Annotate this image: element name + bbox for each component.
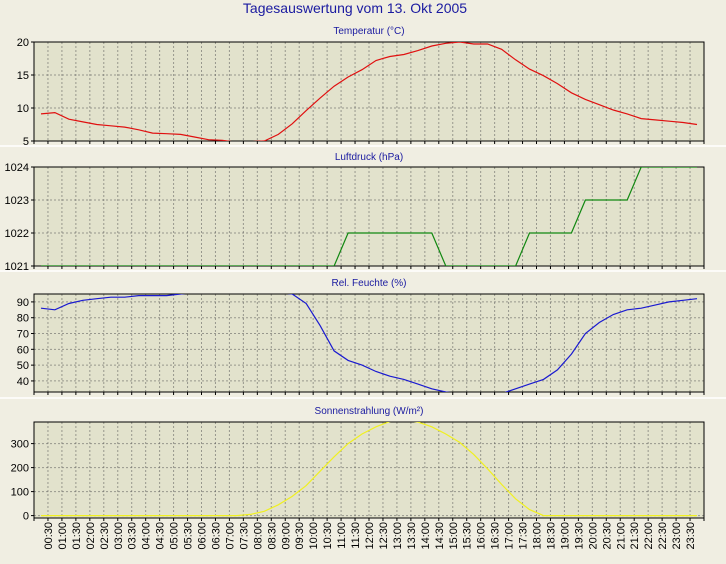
panel-radiation: 0 100 200 300 Sonnenstrahlung (W/m²): [11, 406, 705, 523]
x-tick-label: 05:30: [183, 522, 195, 550]
y-tick-label: 200: [11, 463, 29, 475]
x-tick-label: 09:00: [280, 522, 292, 550]
y-tick-label: 60: [17, 344, 29, 356]
x-tick-label: 07:30: [238, 522, 250, 550]
plot-border-pressure: [33, 166, 705, 267]
x-tick-label: 20:30: [601, 522, 613, 550]
x-tick-label: 09:30: [294, 522, 306, 550]
x-tick-label: 22:30: [657, 522, 669, 550]
y-tick-label: 10: [17, 103, 29, 115]
x-tick-label: 10:30: [322, 522, 334, 550]
series-line-humidity: [40, 294, 698, 392]
y-tick-label: 1024: [5, 162, 29, 174]
series-line-pressure: [41, 167, 697, 266]
y-tick-label: 90: [17, 297, 29, 309]
x-tick-label: 17:00: [504, 522, 516, 550]
plot-border-radiation: [33, 421, 705, 519]
y-tick-label: 20: [17, 37, 29, 49]
x-tick-label: 21:30: [629, 522, 641, 550]
page-title: Tagesauswertung vom 13. Okt 2005: [242, 0, 468, 16]
x-tick-label: 08:00: [252, 522, 264, 550]
x-tick-label: 23:00: [671, 522, 683, 550]
panel-pressure: 1021 1022 1023 1024 Luftdruck (hPa): [0, 152, 726, 273]
x-tick-label: 04:30: [155, 522, 167, 550]
x-tick-label: 21:00: [615, 522, 627, 550]
x-tick-label: 11:00: [336, 522, 348, 549]
x-tick-label: 13:00: [392, 522, 404, 550]
panel-temperature: 5 10 15 20 Temperatur (°C): [0, 26, 726, 148]
x-tick-label: 01:00: [57, 522, 69, 550]
panel-title-radiation: Sonnenstrahlung (W/m²): [315, 406, 424, 417]
x-tick-label: 16:30: [490, 522, 502, 550]
x-tick-label: 01:30: [71, 522, 83, 550]
y-tick-label: 40: [17, 376, 29, 388]
x-tick-label: 18:30: [545, 522, 557, 550]
x-tick-label: 12:30: [378, 522, 390, 550]
y-tick-label: 300: [11, 439, 29, 451]
plot-border-temperature: [33, 41, 705, 142]
x-tick-label: 11:30: [350, 522, 362, 549]
x-tick-label: 06:30: [210, 522, 222, 550]
x-tick-label: 14:00: [420, 522, 432, 550]
y-tick-label: 1021: [5, 261, 29, 273]
x-tick-label: 16:00: [476, 522, 488, 550]
y-tick-label: 1022: [5, 228, 29, 240]
y-tick-label: 15: [17, 70, 29, 82]
y-tick-label: 1023: [5, 195, 29, 207]
y-tick-label: 80: [17, 313, 29, 325]
y-tick-label: 5: [23, 136, 29, 148]
plot-border-humidity: [33, 293, 705, 393]
x-tick-label: 03:30: [127, 522, 139, 550]
x-tick-label: 20:00: [587, 522, 599, 550]
x-tick-label: 22:00: [643, 522, 655, 550]
y-tick-label: 100: [11, 487, 29, 499]
x-tick-label: 15:30: [462, 522, 474, 550]
x-tick-label: 14:30: [434, 522, 446, 550]
panel-title-temperature: Temperatur (°C): [333, 26, 404, 37]
x-tick-label: 12:00: [364, 522, 376, 550]
x-tick-label: 23:30: [685, 522, 697, 550]
series-line-radiation: [41, 422, 697, 517]
x-tick-label: 15:00: [448, 522, 460, 550]
y-tick-label: 0: [23, 511, 29, 523]
x-tick-label: 10:00: [308, 522, 320, 550]
x-axis-labels: 00:30 01:00 01:30 02:00 02:30 03:00 03:30 04:00…: [43, 522, 697, 550]
series-line-temperature: [40, 42, 698, 141]
y-tick-label: 70: [17, 329, 29, 341]
x-tick-label: 07:00: [224, 522, 236, 550]
x-tick-label: 02:30: [99, 522, 111, 550]
panel-title-pressure: Luftdruck (hPa): [335, 152, 403, 163]
x-tick-label: 18:00: [532, 522, 544, 550]
x-tick-label: 13:30: [406, 522, 418, 550]
panel-title-humidity: Rel. Feuchte (%): [331, 278, 406, 289]
panel-humidity: 40 50 60 70 80 90 Rel. Feuchte (%): [0, 278, 726, 399]
x-tick-label: 03:00: [113, 522, 125, 550]
x-tick-label: 02:00: [85, 522, 97, 550]
x-tick-label: 00:30: [43, 522, 55, 550]
x-tick-label: 06:00: [197, 522, 209, 550]
x-tick-label: 04:00: [141, 522, 153, 550]
x-tick-label: 08:30: [266, 522, 278, 550]
x-tick-label: 19:30: [573, 522, 585, 550]
x-tick-label: 05:00: [169, 522, 181, 550]
x-tick-label: 19:00: [559, 522, 571, 550]
y-tick-label: 50: [17, 360, 29, 372]
x-tick-label: 17:30: [518, 522, 530, 550]
